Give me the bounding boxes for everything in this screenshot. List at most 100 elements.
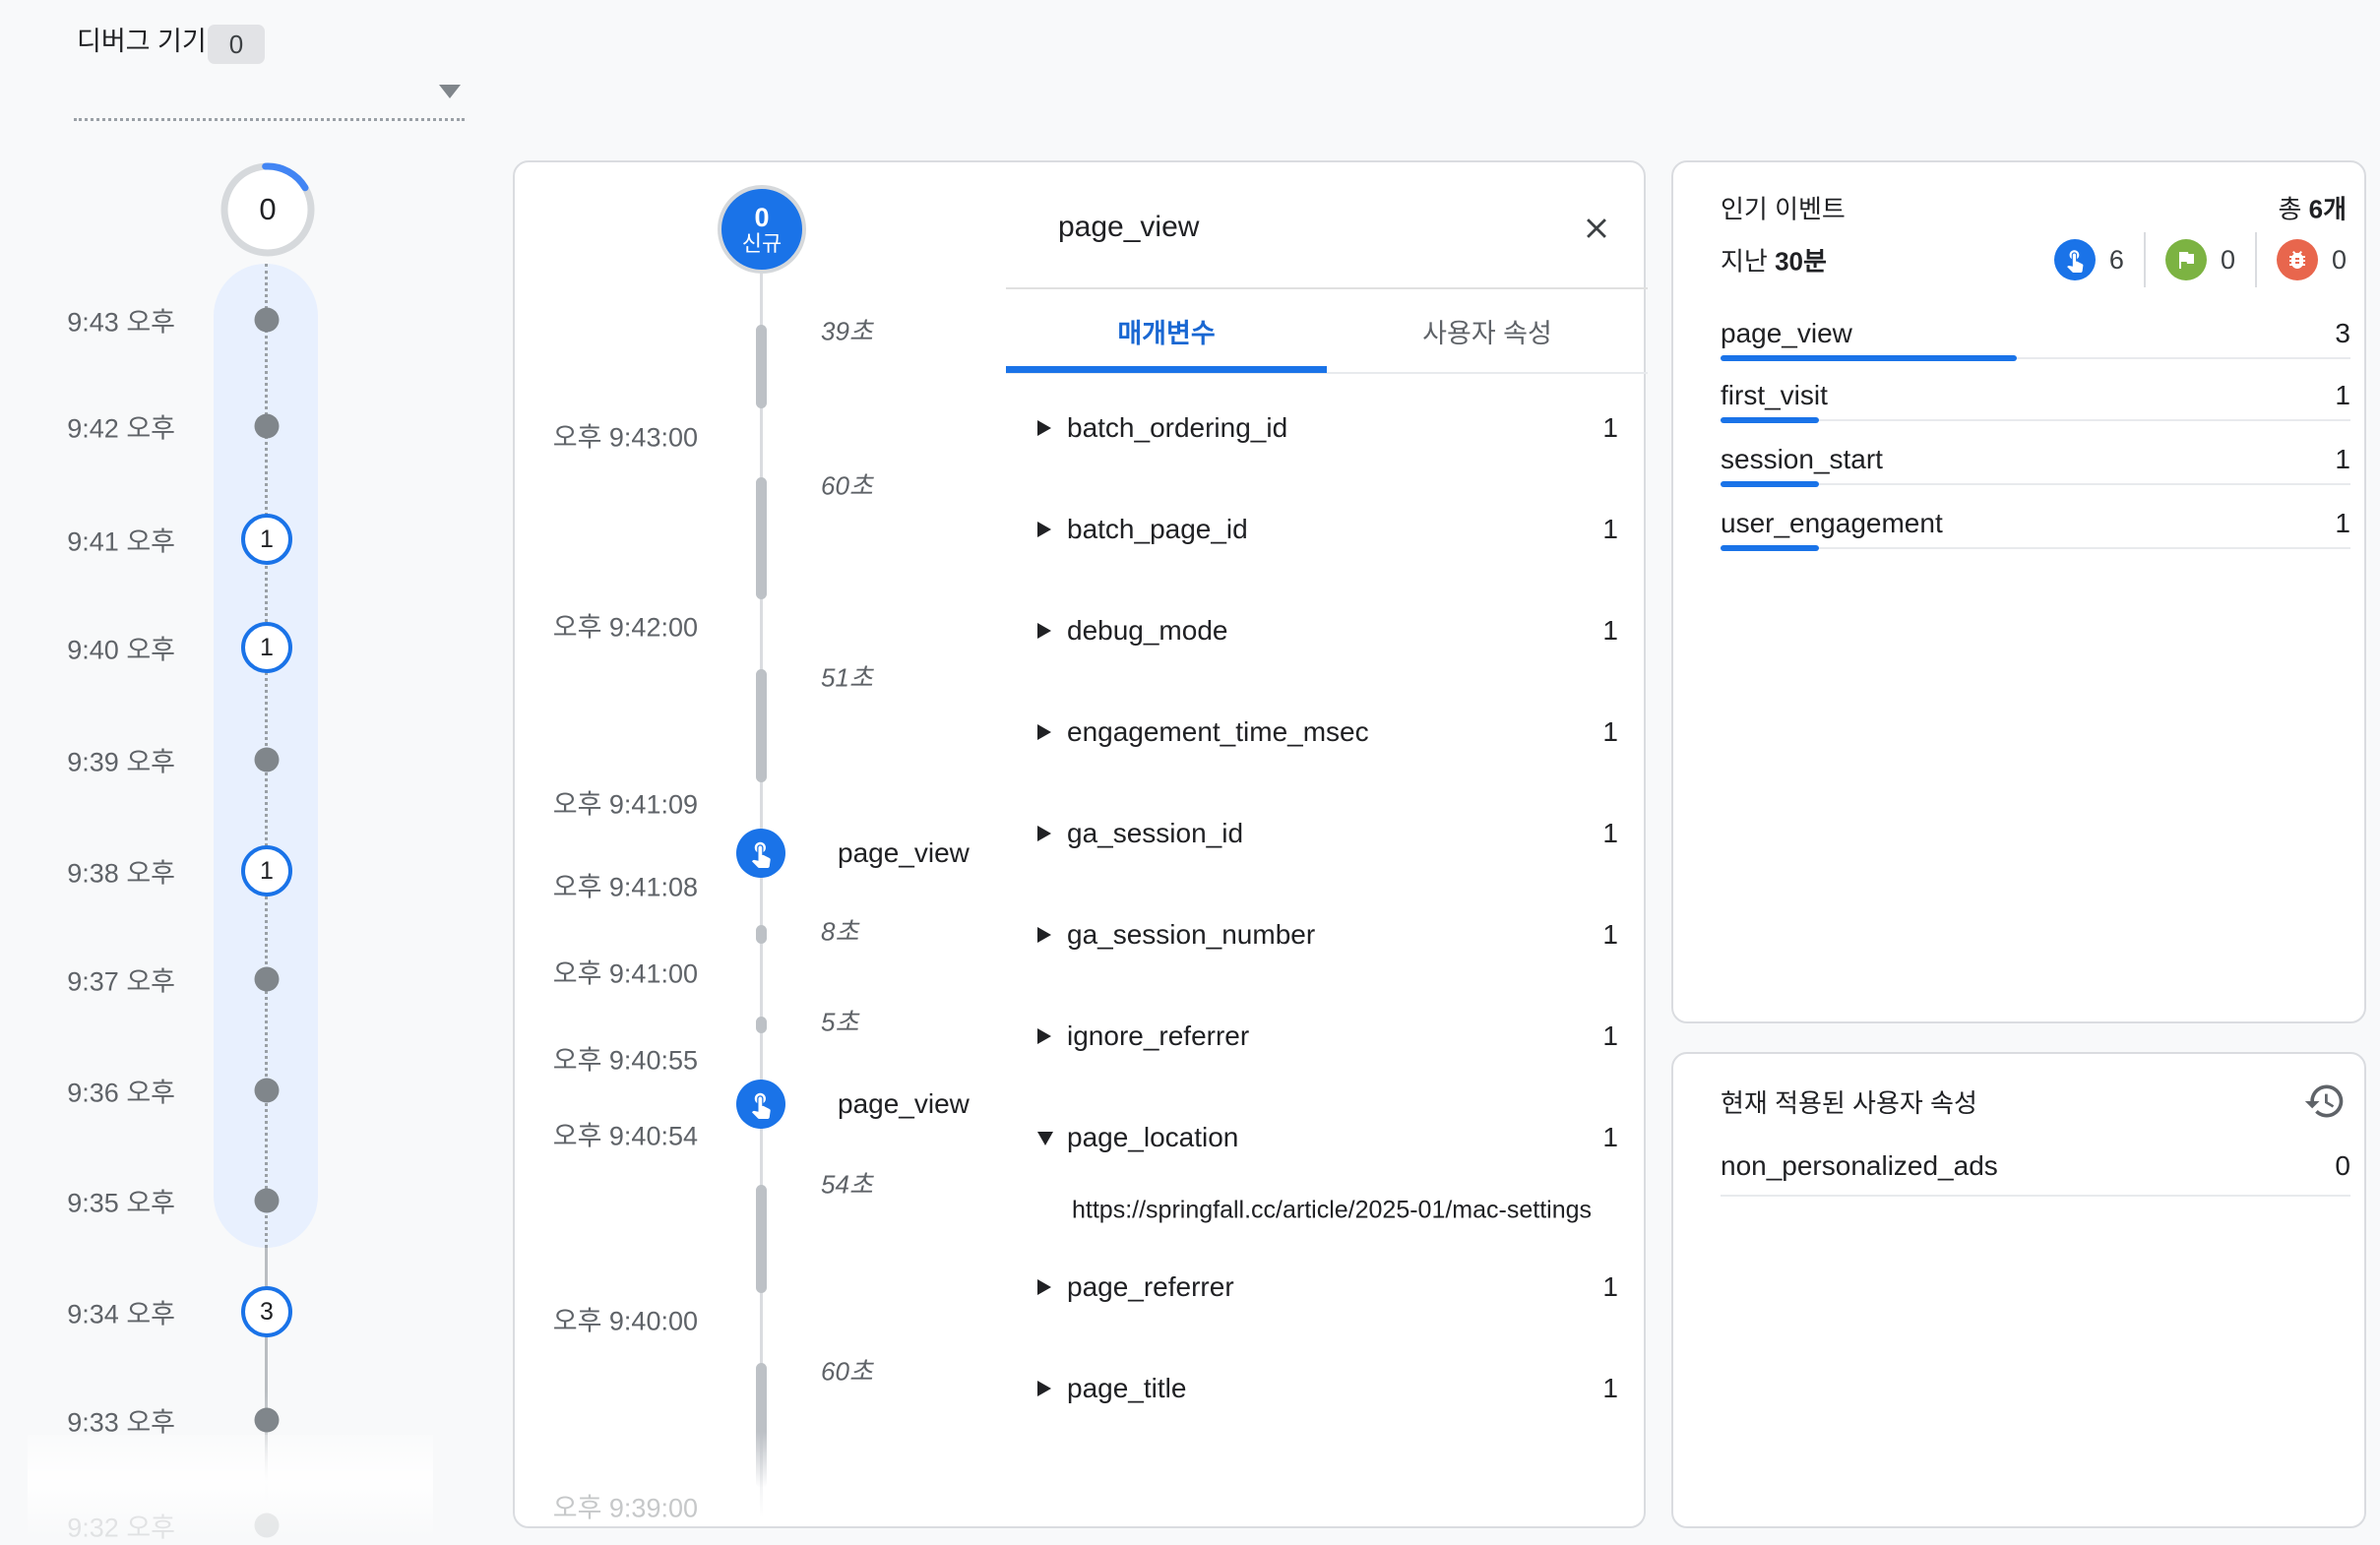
param-row[interactable]: batch_ordering_id 1 — [1037, 412, 1618, 444]
second-timestamp: 오후 9:40:54 — [552, 1121, 698, 1151]
user-property-value: 0 — [2335, 1150, 2350, 1181]
minute-dot[interactable] — [254, 1078, 280, 1103]
expand-arrow-icon[interactable] — [1037, 826, 1051, 841]
expand-arrow-icon[interactable] — [1037, 1279, 1051, 1295]
total-count: 6개 — [2308, 194, 2347, 224]
second-timestamp: 오후 9:41:09 — [552, 789, 698, 820]
minute-time-label: 9:37 오후 — [67, 966, 175, 997]
top-event-row[interactable]: page_view 3 — [1721, 318, 2350, 349]
detail-tabs: 매개변수 사용자 속성 — [1006, 289, 1648, 374]
user-property-row[interactable]: non_personalized_ads 0 — [1721, 1150, 2350, 1182]
user-properties-title: 현재 적용된 사용자 속성 — [1721, 1087, 1977, 1118]
top-event-name: session_start — [1721, 444, 1883, 474]
param-value: 1 — [1602, 1020, 1618, 1051]
minute-dot[interactable] — [254, 1188, 280, 1213]
close-icon[interactable] — [1574, 206, 1619, 251]
param-row[interactable]: page_title 1 — [1037, 1373, 1618, 1404]
top-event-count: 1 — [2335, 444, 2350, 474]
top-event-bar — [1721, 417, 2350, 423]
param-value: 1 — [1602, 615, 1618, 646]
param-row[interactable]: debug_mode 1 — [1037, 615, 1618, 647]
user-property-name: non_personalized_ads — [1721, 1150, 1998, 1181]
expand-arrow-icon[interactable] — [1037, 522, 1051, 537]
minute-dot[interactable] — [254, 966, 280, 992]
error-events-counter[interactable]: 0 — [2276, 239, 2347, 280]
engagement-segment — [756, 477, 767, 599]
param-value: 1 — [1602, 919, 1618, 950]
second-timestamp: 오후 9:41:08 — [552, 872, 698, 902]
timeline-fade-overlay — [28, 1435, 433, 1537]
minute-event-count[interactable]: 3 — [241, 1286, 292, 1337]
top-events-card: 인기 이벤트 총 6개 지난 30분 6 0 — [1671, 160, 2366, 1023]
debug-device-label: 디버그 기기 — [77, 27, 207, 56]
top-event-name: page_view — [1721, 318, 1852, 348]
tab-user-properties[interactable]: 사용자 속성 — [1422, 318, 1552, 348]
new-events-label: 신규 — [741, 230, 783, 256]
top-event-row[interactable]: first_visit 1 — [1721, 380, 2350, 411]
param-row[interactable]: engagement_time_msec 1 — [1037, 716, 1618, 748]
top-event-row[interactable]: session_start 1 — [1721, 444, 2350, 475]
counter-divider — [2143, 232, 2146, 287]
expand-arrow-icon[interactable] — [1037, 623, 1051, 639]
history-icon[interactable] — [2303, 1080, 2347, 1123]
expand-arrow-icon[interactable] — [1037, 1028, 1051, 1044]
param-value: 1 — [1602, 1122, 1618, 1152]
minute-dot[interactable] — [254, 413, 280, 439]
param-name: engagement_time_msec — [1067, 716, 1369, 747]
param-row[interactable]: ga_session_number 1 — [1037, 919, 1618, 951]
expand-arrow-icon[interactable] — [1037, 724, 1051, 740]
total-prefix: 총 — [2278, 194, 2309, 224]
seconds-stream-card: 0 신규 오후 9:43:00 오후 9:42:00 오후 9:41:09 오후… — [513, 160, 1648, 1528]
param-name: batch_page_id — [1067, 514, 1248, 544]
collapse-arrow-icon[interactable] — [1037, 1132, 1053, 1145]
touch-events-count: 6 — [2108, 244, 2124, 275]
minute-event-count[interactable]: 1 — [241, 514, 292, 565]
param-row[interactable]: ignore_referrer 1 — [1037, 1020, 1618, 1052]
param-row[interactable]: batch_page_id 1 — [1037, 514, 1618, 545]
minute-time-label: 9:43 오후 — [67, 307, 175, 338]
minute-summary-count: 0 — [259, 192, 277, 226]
duration-label: 5초 — [821, 1007, 859, 1037]
dropdown-caret-icon[interactable] — [439, 85, 461, 98]
minutes-timeline-line-tail — [265, 1248, 268, 1506]
param-row-expanded[interactable]: page_location 1 — [1037, 1122, 1618, 1153]
top-events-total: 총 6개 — [2278, 190, 2347, 226]
minute-dot[interactable] — [254, 1407, 280, 1433]
top-event-count: 3 — [2335, 318, 2350, 348]
second-timestamp: 오후 9:41:00 — [552, 958, 698, 989]
engagement-segment — [756, 1017, 767, 1033]
minute-time-label: 9:33 오후 — [67, 1407, 175, 1438]
touch-event-icon[interactable] — [736, 1080, 785, 1129]
param-row[interactable]: page_referrer 1 — [1037, 1271, 1618, 1303]
expand-arrow-icon[interactable] — [1037, 927, 1051, 943]
minute-event-count[interactable]: 1 — [241, 845, 292, 896]
conversion-events-counter[interactable]: 0 — [2164, 239, 2235, 280]
flag-icon — [2164, 239, 2207, 280]
touch-event-icon[interactable] — [736, 829, 785, 878]
param-row[interactable]: ga_session_id 1 — [1037, 818, 1618, 849]
stream-event-name[interactable]: page_view — [838, 1088, 970, 1119]
conversion-events-count: 0 — [2220, 244, 2235, 275]
top-event-row[interactable]: user_engagement 1 — [1721, 508, 2350, 539]
minute-dot[interactable] — [254, 747, 280, 772]
param-name: page_referrer — [1067, 1271, 1234, 1302]
touch-events-counter[interactable]: 6 — [2053, 239, 2124, 280]
minute-event-count[interactable]: 1 — [241, 622, 292, 673]
minute-dot — [254, 1513, 280, 1538]
minute-time-label: 9:38 오후 — [67, 858, 175, 889]
minute-dot[interactable] — [254, 307, 280, 333]
touch-icon — [2053, 239, 2096, 280]
stream-event-name[interactable]: page_view — [838, 837, 970, 868]
duration-label: 54초 — [821, 1169, 873, 1200]
param-name: ignore_referrer — [1067, 1020, 1250, 1051]
tab-parameters[interactable]: 매개변수 — [1117, 318, 1216, 348]
minute-time-label: 9:42 오후 — [67, 413, 175, 444]
event-type-counters: 6 0 0 — [2053, 232, 2347, 287]
duration-label: 51초 — [821, 662, 873, 693]
debug-device-count-badge: 0 — [208, 25, 265, 64]
expand-arrow-icon[interactable] — [1037, 420, 1051, 436]
param-expanded-value: https://springfall.cc/article/2025-01/ma… — [1072, 1196, 1593, 1224]
device-select-dropdown[interactable] — [74, 100, 465, 121]
expand-arrow-icon[interactable] — [1037, 1381, 1051, 1396]
